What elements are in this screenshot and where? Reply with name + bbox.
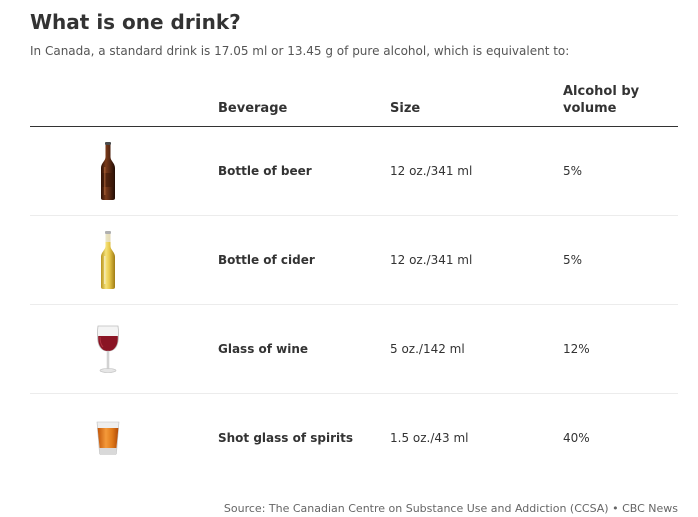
page-title: What is one drink? — [30, 10, 241, 34]
beverage-size: 1.5 oz./43 ml — [390, 431, 469, 445]
header-size: Size — [390, 101, 421, 116]
header-alcohol-by-volume: Alcohol by volume — [563, 84, 640, 116]
beverage-abv: 5% — [563, 164, 583, 178]
table-header: Beverage Size Alcohol by volume — [30, 78, 678, 127]
table-row: Glass of wine 5 oz./142 ml 12% — [30, 305, 678, 394]
beverage-abv: 12% — [563, 342, 590, 356]
wine-glass-icon — [84, 305, 132, 393]
beer-bottle-icon — [84, 127, 132, 215]
source-note: Source: The Canadian Centre on Substance… — [223, 502, 678, 515]
table-row: Bottle of cider 12 oz./341 ml 5% — [30, 216, 678, 305]
beverage-name: Shot glass of spirits — [218, 431, 354, 445]
beverage-size: 12 oz./341 ml — [390, 164, 473, 178]
header-beverage: Beverage — [218, 101, 288, 116]
standard-drink-table: Beverage Size Alcohol by volume — [30, 78, 678, 482]
beverage-name: Bottle of cider — [218, 253, 315, 267]
table-row: Bottle of beer 12 oz./341 ml 5% — [30, 127, 678, 216]
cider-bottle-icon — [84, 216, 132, 304]
beverage-size: 12 oz./341 ml — [390, 253, 473, 267]
page-subtitle: In Canada, a standard drink is 17.05 ml … — [30, 44, 570, 58]
table-row: Shot glass of spirits 1.5 oz./43 ml 40% — [30, 394, 678, 482]
beverage-name: Glass of wine — [218, 342, 309, 356]
beverage-size: 5 oz./142 ml — [390, 342, 465, 356]
beverage-name: Bottle of beer — [218, 164, 312, 178]
shot-glass-icon — [84, 394, 132, 482]
beverage-abv: 5% — [563, 253, 583, 267]
beverage-abv: 40% — [563, 431, 590, 445]
